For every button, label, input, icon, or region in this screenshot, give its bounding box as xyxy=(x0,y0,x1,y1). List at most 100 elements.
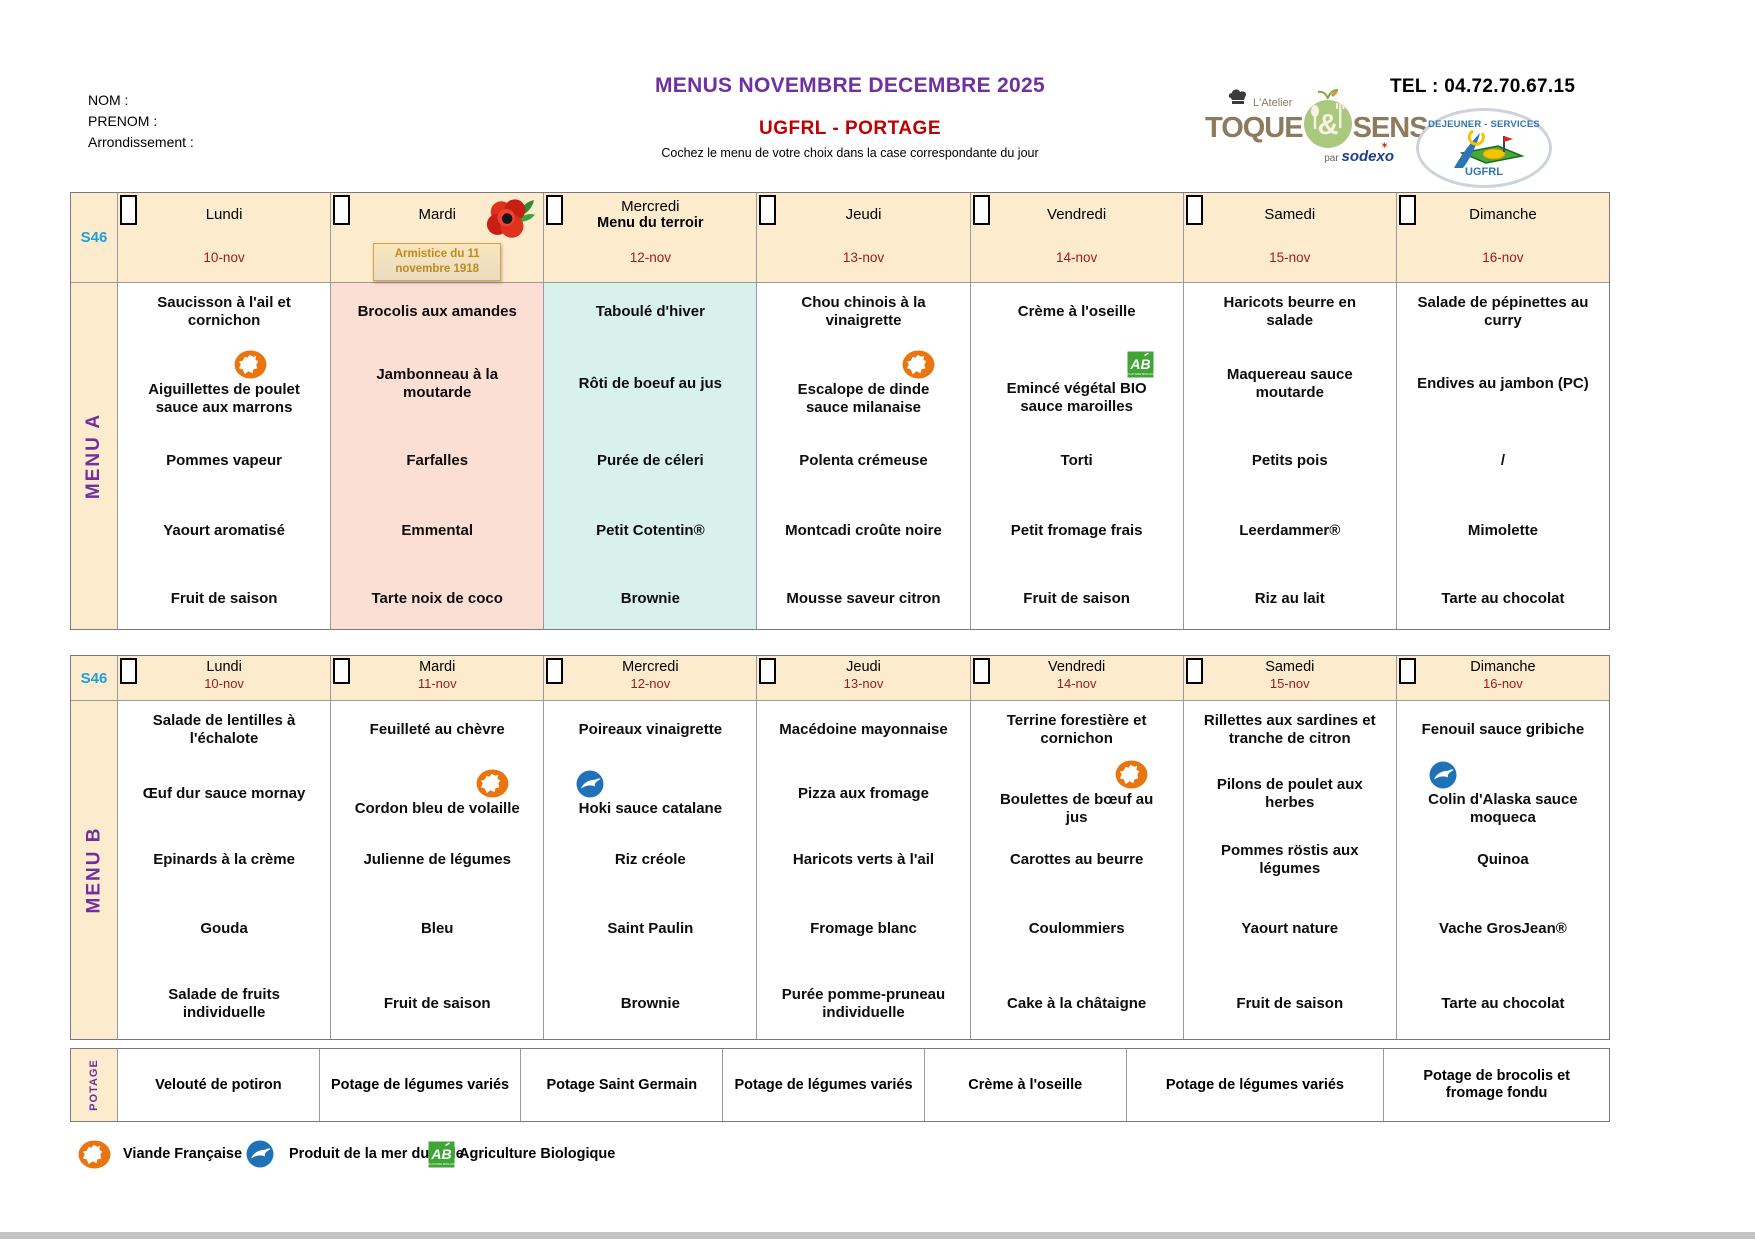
vf-icon xyxy=(902,350,935,379)
dish-label: Coulommiers xyxy=(1028,919,1125,937)
menuB-side-column: S46 MENU B xyxy=(71,656,117,1039)
dish-label: Julienne de légumes xyxy=(363,851,511,868)
menu-cell: Macédoine mayonnaise xyxy=(757,701,969,758)
menu-cell: Tarte au chocolat xyxy=(1397,566,1609,629)
menu-cell: Quinoa xyxy=(1397,829,1609,891)
day-header-samedi: Samedi 15-nov xyxy=(1183,193,1396,283)
dish-label: Pommes vapeur xyxy=(166,452,283,469)
recipient-fields: NOM : PRENOM : Arrondissement : xyxy=(88,90,194,153)
dish-label: Haricots beurre en salade xyxy=(1223,294,1357,329)
checkbox-menuA-samedi[interactable] xyxy=(1185,195,1203,225)
dish-label: Jambonneau à la moutarde xyxy=(376,365,499,401)
dish-label: Cordon bleu de volaille xyxy=(354,800,520,817)
dish-label: Mimolette xyxy=(1467,522,1538,539)
dejeuner-services-label: DEJEUNER - SERVICES xyxy=(1428,119,1540,130)
sodexo-wordmark: sodexo ✶ xyxy=(1341,141,1394,165)
horizontal-scrollbar[interactable] xyxy=(0,1232,1755,1239)
potage-cell: Potage de légumes variés xyxy=(318,1049,521,1121)
menu-cell: Escalope de dinde sauce milanaise xyxy=(757,341,969,426)
menu-cell: Fenouil sauce gribiche xyxy=(1397,701,1609,758)
menu-cell: / xyxy=(1397,426,1609,496)
checkbox-menuB-mardi[interactable] xyxy=(333,658,351,684)
dish-label: Fromage blanc xyxy=(810,919,917,937)
dish-label: Riz créole xyxy=(614,851,686,868)
checkbox-menuA-dimanche[interactable] xyxy=(1398,195,1416,225)
menu-cell: Haricots beurre en salade xyxy=(1184,283,1396,341)
menu-b-table: S46 MENU B Lundi 10-nov Salade de lentilles … xyxy=(70,655,1610,1040)
day-name-label: Dimanche xyxy=(1469,206,1537,223)
dejeuner-services-logo: DEJEUNER - SERVICES UGFRL xyxy=(1416,108,1552,188)
menu-cell: Petits pois xyxy=(1184,426,1396,496)
legend-item-vf: Viande Française xyxy=(78,1131,242,1177)
day-name-label: Mercredi xyxy=(622,659,679,675)
atelier-label: L'Atelier xyxy=(1253,97,1293,109)
dish-label: Tarte noix de coco xyxy=(371,589,503,607)
fish-icon xyxy=(1429,761,1457,789)
day-column-vendredi: Vendredi 14-nov Terrine forestière et corn… xyxy=(969,656,1183,1039)
day-name-label: Vendredi xyxy=(1047,206,1107,223)
nom-label: NOM : xyxy=(88,92,129,108)
dish-label: Crème à l'oseille xyxy=(1017,303,1136,320)
checkbox-menuA-vendredi[interactable] xyxy=(972,195,990,225)
menu-cell: Crème à l'oseille xyxy=(971,283,1183,341)
arrondissement-label: Arrondissement : xyxy=(88,134,194,150)
dish-label: Montcadi croûte noire xyxy=(785,522,942,539)
menu-cell: Purée de céleri xyxy=(544,426,756,496)
dish-label: Maquereau sauce moutarde xyxy=(1226,365,1353,401)
menu-cell: Petit fromage frais xyxy=(971,496,1183,566)
fish-icon xyxy=(246,1140,274,1168)
svg-text:AB: AB xyxy=(430,1146,451,1162)
dish-label: Fruit de saison xyxy=(383,994,491,1012)
checkbox-menuB-vendredi[interactable] xyxy=(972,658,990,684)
dish-label: Fruit de saison xyxy=(1236,994,1344,1012)
menu-cell: Mimolette xyxy=(1397,496,1609,566)
poppy-icon xyxy=(485,197,536,244)
day-name-label: Jeudi xyxy=(845,206,882,223)
dish-label: Vache GrosJean® xyxy=(1439,919,1567,937)
menu-cell: Œuf dur sauce mornay xyxy=(118,758,330,829)
day-column-mardi: Mardi Armistice du 11 novembre 1918 Brocol… xyxy=(330,193,544,629)
menu-cell: Riz au lait xyxy=(1184,566,1396,629)
menu-cell: ABAGRICULTURE BIOLOGIQUEEmincé végétal B… xyxy=(971,341,1183,426)
checkbox-menuB-jeudi[interactable] xyxy=(759,658,777,684)
menu-cell: Hoki sauce catalane xyxy=(544,758,756,829)
checkbox-menuA-mardi[interactable] xyxy=(333,195,351,225)
checkbox-menuA-mercredi[interactable] xyxy=(546,195,564,225)
day-header-samedi: Samedi 15-nov xyxy=(1183,656,1396,701)
dish-label: / xyxy=(1500,452,1505,469)
day-date-label: 13-nov xyxy=(843,676,884,691)
dish-label: Purée de céleri xyxy=(596,452,704,469)
menu-cell: Torti xyxy=(971,426,1183,496)
day-date-label: 10-nov xyxy=(204,676,244,691)
menu-cell: Tarte au chocolat xyxy=(1397,966,1609,1039)
dish-label: Emincé végétal BIO sauce maroilles xyxy=(1006,380,1147,415)
vf-icon xyxy=(234,350,267,379)
potage-cell: Potage de légumes variés xyxy=(1125,1049,1384,1121)
chef-hat-icon xyxy=(1227,88,1249,109)
dish-label: Chou chinois à la vinaigrette xyxy=(801,294,926,329)
dish-label: Endives au jambon (PC) xyxy=(1417,374,1589,392)
checkbox-menuB-lundi[interactable] xyxy=(120,658,137,684)
menu-cell: Petit Cotentin® xyxy=(544,496,756,566)
menu-cell: Mousse saveur citron xyxy=(757,566,969,629)
day-name-label: Dimanche xyxy=(1470,659,1536,675)
day-header-jeudi: Jeudi 13-nov xyxy=(757,656,970,701)
menu-cell: Terrine forestière et cornichon xyxy=(971,701,1183,758)
checkbox-menuB-mercredi[interactable] xyxy=(546,658,564,684)
potage-cell: Potage Saint Germain xyxy=(520,1049,722,1121)
dish-label: Emmental xyxy=(401,522,474,539)
day-header-mercredi: Mercredi Menu du terroir 12-nov xyxy=(544,193,757,283)
menu-cell: Fruit de saison xyxy=(1184,966,1396,1039)
menu-cell: Salade de pépinettes au curry xyxy=(1397,283,1609,341)
dish-label: Farfalles xyxy=(406,452,469,469)
day-date-label: 15-nov xyxy=(1269,676,1310,691)
menuA-side-column: S46 MENU A xyxy=(71,193,117,629)
potage-cell: Velouté de potiron xyxy=(117,1049,319,1121)
checkbox-menuB-dimanche[interactable] xyxy=(1398,658,1416,684)
checkbox-menuA-jeudi[interactable] xyxy=(759,195,777,225)
checkbox-menuA-lundi[interactable] xyxy=(120,195,137,225)
ampersand-circle-icon: & xyxy=(1301,88,1355,155)
menu-cell: Pilons de poulet aux herbes xyxy=(1184,758,1396,829)
checkbox-menuB-samedi[interactable] xyxy=(1185,658,1203,684)
menu-cell: Saucisson à l'ail et cornichon xyxy=(118,283,330,341)
